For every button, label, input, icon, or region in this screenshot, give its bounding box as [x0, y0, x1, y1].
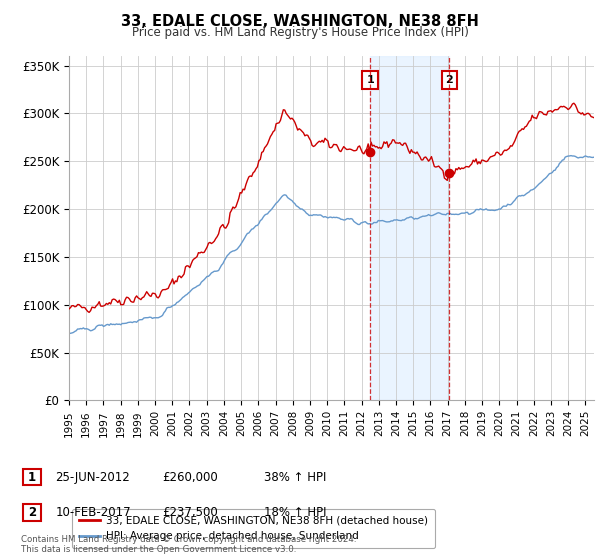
Text: 1: 1	[28, 470, 36, 484]
Text: 18% ↑ HPI: 18% ↑ HPI	[264, 506, 326, 519]
Legend: 33, EDALE CLOSE, WASHINGTON, NE38 8FH (detached house), HPI: Average price, deta: 33, EDALE CLOSE, WASHINGTON, NE38 8FH (d…	[71, 508, 435, 548]
FancyBboxPatch shape	[23, 504, 41, 521]
Text: Contains HM Land Registry data © Crown copyright and database right 2024.
This d: Contains HM Land Registry data © Crown c…	[21, 535, 356, 554]
Text: 38% ↑ HPI: 38% ↑ HPI	[264, 470, 326, 484]
Text: £260,000: £260,000	[162, 470, 218, 484]
Bar	[370, 56, 449, 400]
Text: 2: 2	[28, 506, 36, 519]
Text: 25-JUN-2012: 25-JUN-2012	[55, 470, 130, 484]
Text: Price paid vs. HM Land Registry's House Price Index (HPI): Price paid vs. HM Land Registry's House …	[131, 26, 469, 39]
Text: £237,500: £237,500	[162, 506, 218, 519]
FancyBboxPatch shape	[23, 469, 41, 486]
Text: 10-FEB-2017: 10-FEB-2017	[55, 506, 131, 519]
Text: 1: 1	[367, 75, 374, 85]
Text: 2: 2	[446, 75, 453, 85]
Text: 33, EDALE CLOSE, WASHINGTON, NE38 8FH: 33, EDALE CLOSE, WASHINGTON, NE38 8FH	[121, 14, 479, 29]
